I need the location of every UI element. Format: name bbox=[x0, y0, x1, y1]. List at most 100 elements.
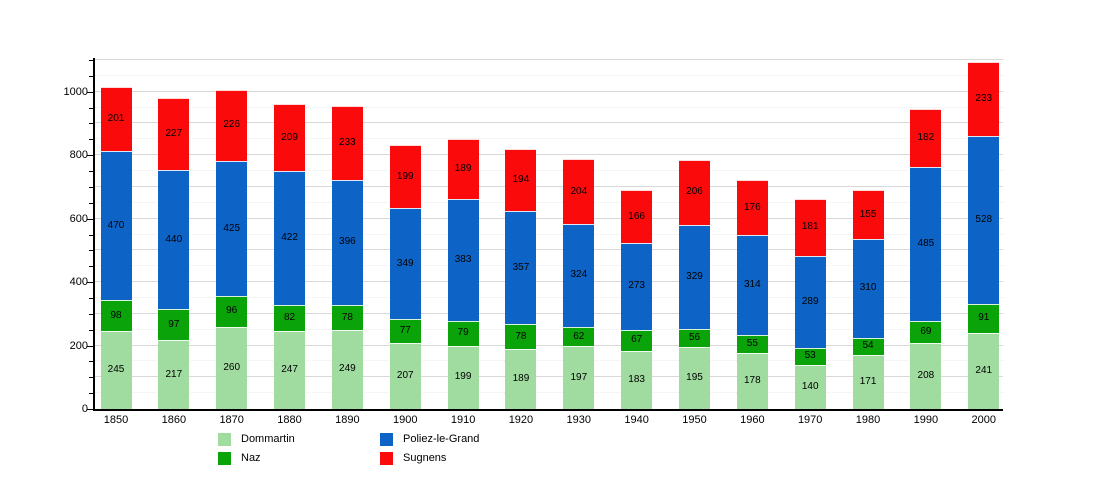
bar-segment-naz-1970: 53 bbox=[794, 347, 826, 365]
bar-segment-dommartin-1940: 183 bbox=[621, 350, 653, 409]
x-tick-label-1930: 1930 bbox=[566, 414, 592, 426]
gridline-minor bbox=[95, 233, 1003, 235]
legend-swatch-dommartin bbox=[218, 433, 231, 446]
x-tick-label-1980: 1980 bbox=[855, 414, 881, 426]
bar-segment-dommartin-1880: 247 bbox=[274, 330, 306, 409]
bar-value-label: 233 bbox=[975, 93, 993, 105]
bar-segment-poliez-le-grand-1950: 329 bbox=[679, 224, 710, 330]
bar-value-label: 233 bbox=[339, 136, 356, 148]
legend-item-naz: Naz bbox=[218, 449, 380, 468]
bar-segment-naz-1930: 62 bbox=[563, 326, 595, 347]
bar-segment-poliez-le-grand-1880: 422 bbox=[274, 170, 306, 305]
bar-value-label: 206 bbox=[686, 186, 703, 198]
bar-value-label: 247 bbox=[281, 363, 298, 375]
bar-segment-dommartin-1980: 171 bbox=[852, 354, 884, 409]
bar-segment-dommartin-1950: 195 bbox=[679, 347, 710, 409]
gridline-minor bbox=[95, 392, 1003, 394]
bar-segment-dommartin-1870: 260 bbox=[216, 326, 248, 409]
bar-value-label: 314 bbox=[744, 279, 761, 291]
bar-segment-sugnens-1920: 194 bbox=[505, 149, 537, 212]
gridline-major bbox=[95, 122, 1003, 124]
x-tick-label-1920: 1920 bbox=[508, 414, 534, 426]
bar-value-label: 208 bbox=[917, 369, 935, 381]
gridline-major bbox=[95, 59, 1003, 60]
y-axis-line bbox=[93, 58, 95, 411]
bar-segment-sugnens-1970: 181 bbox=[794, 198, 826, 257]
bar-segment-dommartin-1990: 208 bbox=[910, 343, 942, 409]
bar-value-label: 178 bbox=[744, 374, 761, 386]
y-tick-minor bbox=[89, 250, 93, 252]
y-tick-minor bbox=[89, 139, 93, 141]
bar-value-label: 82 bbox=[283, 311, 296, 323]
bar-value-label: 357 bbox=[512, 261, 530, 273]
bar-value-label: 96 bbox=[226, 305, 238, 317]
y-tick-minor bbox=[89, 60, 93, 61]
bar-segment-dommartin-1920: 189 bbox=[505, 349, 537, 409]
bar-value-label: 329 bbox=[686, 271, 703, 283]
bar-value-label: 199 bbox=[454, 371, 472, 383]
bar-segment-poliez-le-grand-1920: 357 bbox=[505, 211, 537, 325]
bar-value-label: 78 bbox=[515, 330, 527, 342]
y-tick-minor bbox=[89, 202, 93, 204]
y-tick-minor bbox=[89, 266, 93, 268]
x-tick-label-1940: 1940 bbox=[624, 414, 649, 426]
bar-segment-naz-1870: 96 bbox=[216, 296, 248, 327]
bar-segment-poliez-le-grand-1940: 273 bbox=[621, 243, 653, 330]
bar-segment-dommartin-1970: 140 bbox=[794, 364, 826, 409]
legend-label: Naz bbox=[241, 452, 261, 464]
bar-segment-naz-1860: 97 bbox=[158, 309, 190, 341]
bar-value-label: 166 bbox=[628, 210, 645, 222]
gridline-minor bbox=[95, 360, 1003, 362]
bar-segment-dommartin-2000: 241 bbox=[968, 332, 1000, 409]
bar-segment-naz-1960: 55 bbox=[736, 335, 768, 353]
bar-segment-dommartin-1930: 197 bbox=[563, 346, 595, 409]
x-tick-label-1990: 1990 bbox=[913, 414, 939, 426]
bar-segment-poliez-le-grand-2000: 528 bbox=[968, 136, 1000, 304]
bar-value-label: 324 bbox=[570, 269, 588, 281]
bar-segment-sugnens-1950: 206 bbox=[679, 159, 710, 225]
bar-value-label: 53 bbox=[804, 350, 816, 362]
legend-item-poliez-le-grand: Poliez-le-Grand bbox=[380, 430, 542, 449]
y-tick-minor bbox=[89, 393, 93, 395]
bar-segment-naz-1890: 78 bbox=[331, 305, 363, 330]
gridline-major bbox=[95, 90, 1003, 92]
y-tick-minor bbox=[89, 361, 93, 363]
legend-label: Dommartin bbox=[241, 433, 295, 445]
y-tick-label: 800 bbox=[69, 149, 88, 162]
bar-value-label: 91 bbox=[978, 312, 990, 324]
y-tick-minor bbox=[89, 313, 93, 315]
bar-segment-naz-1920: 78 bbox=[505, 324, 537, 350]
bar-segment-dommartin-1900: 207 bbox=[389, 343, 421, 409]
bar-value-label: 245 bbox=[107, 364, 125, 376]
y-tick-label: 600 bbox=[69, 212, 88, 225]
bar-segment-dommartin-1860: 217 bbox=[158, 340, 190, 409]
bar-segment-sugnens-1850: 201 bbox=[100, 87, 132, 152]
bar-segment-naz-1910: 79 bbox=[447, 320, 479, 346]
bar-value-label: 189 bbox=[454, 163, 472, 175]
bar-value-label: 249 bbox=[339, 363, 356, 375]
y-tick-major bbox=[87, 218, 93, 220]
bar-segment-poliez-le-grand-1870: 425 bbox=[216, 161, 248, 297]
y-tick-label: 400 bbox=[69, 276, 88, 289]
bar-value-label: 425 bbox=[223, 222, 241, 234]
x-tick-label-1850: 1850 bbox=[103, 414, 129, 426]
bar-value-label: 396 bbox=[339, 236, 356, 248]
bar-segment-sugnens-1910: 189 bbox=[447, 139, 479, 200]
bar-value-label: 217 bbox=[165, 368, 183, 380]
y-tick-minor bbox=[89, 329, 93, 331]
y-tick-minor bbox=[89, 107, 93, 109]
bar-segment-dommartin-1960: 178 bbox=[736, 352, 768, 409]
bar-value-label: 79 bbox=[457, 327, 469, 339]
y-tick-major bbox=[87, 409, 93, 410]
y-tick-minor bbox=[89, 171, 93, 173]
bar-value-label: 176 bbox=[744, 201, 761, 213]
y-tick-major bbox=[87, 282, 93, 284]
gridline-minor bbox=[95, 265, 1003, 267]
legend-swatch-sugnens bbox=[380, 452, 393, 465]
bar-segment-sugnens-1940: 166 bbox=[621, 190, 653, 244]
bar-value-label: 227 bbox=[165, 127, 183, 139]
bar-segment-naz-1940: 67 bbox=[621, 329, 653, 351]
bar-value-label: 98 bbox=[110, 309, 122, 321]
bar-value-label: 226 bbox=[223, 119, 241, 131]
x-tick-label-2000: 2000 bbox=[971, 414, 996, 426]
